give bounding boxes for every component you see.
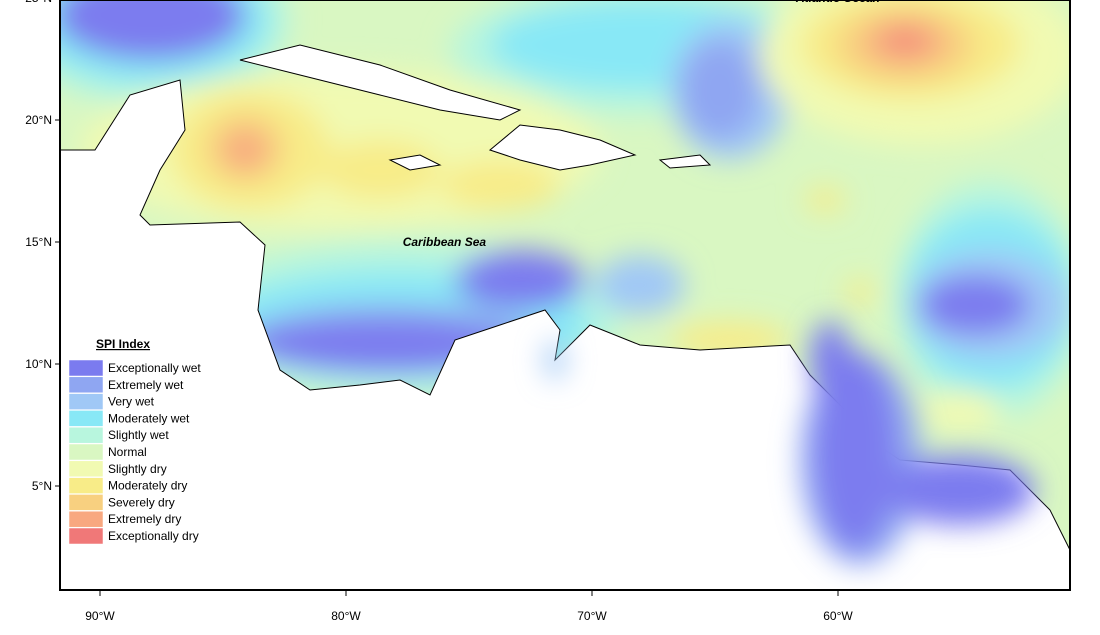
spi-area (320, 140, 440, 200)
lat-tick-label: 10°N (25, 357, 52, 371)
spi-ocean-areas (60, 0, 1070, 430)
legend-title: SPI Index (96, 337, 150, 351)
spi-area (440, 160, 560, 210)
spi-land-areas (545, 320, 1035, 565)
spi-area (810, 320, 850, 400)
spi-area (680, 40, 760, 140)
island (488, 124, 637, 171)
legend-swatch (68, 359, 104, 377)
legend-swatch (68, 426, 104, 444)
lat-tick-label: 25°N (25, 0, 52, 5)
legend-label: Slightly dry (108, 462, 167, 476)
legend-label: Moderately dry (108, 479, 187, 493)
legend-label: Slightly wet (108, 428, 169, 442)
spi-area (455, 250, 585, 310)
spi-area (845, 280, 875, 304)
lon-tick-label: 70°W (577, 609, 607, 623)
legend-swatch (68, 460, 104, 478)
legend-swatch (68, 494, 104, 511)
spi-area (885, 455, 1035, 525)
place-label: Caribbean Sea (403, 235, 487, 249)
spi-area (223, 130, 267, 170)
legend-swatch (68, 510, 104, 528)
legend-swatch (68, 393, 104, 410)
legend-label: Severely dry (108, 495, 175, 509)
spi-area (60, 0, 245, 60)
legend-label: Extremely wet (108, 378, 184, 392)
spi-area (889, 32, 921, 48)
legend-swatch (68, 477, 104, 494)
spi-area (250, 320, 510, 370)
island (658, 154, 712, 169)
legend-label: Exceptionally wet (108, 361, 201, 375)
lat-tick-label: 15°N (25, 235, 52, 249)
map-frame (59, 0, 1071, 591)
spi-area (815, 350, 895, 550)
island (239, 44, 522, 121)
legend-label: Moderately wet (108, 411, 190, 425)
legend-swatch (68, 376, 104, 394)
spi-area (920, 390, 1000, 430)
spi-area (595, 255, 685, 315)
spi-field (60, 0, 1070, 590)
legend-label: Extremely dry (108, 512, 181, 526)
legend-swatch (68, 527, 104, 545)
lat-tick-label: 20°N (25, 113, 52, 127)
lon-tick-label: 60°W (823, 609, 853, 623)
lon-tick-label: 80°W (331, 609, 361, 623)
lat-tick-label: 5°N (32, 479, 52, 493)
legend-label: Very wet (108, 395, 155, 409)
legend-label: Exceptionally dry (108, 529, 199, 543)
lon-tick-label: 90°W (85, 609, 115, 623)
spi-area (920, 275, 1030, 335)
legend-swatch (68, 410, 104, 427)
island (388, 154, 442, 171)
legend-label: Normal (108, 445, 147, 459)
spi-area (805, 188, 845, 212)
spi-area (545, 340, 565, 380)
place-label: Atlantic Ocean (795, 0, 880, 5)
legend-swatch (68, 443, 104, 461)
